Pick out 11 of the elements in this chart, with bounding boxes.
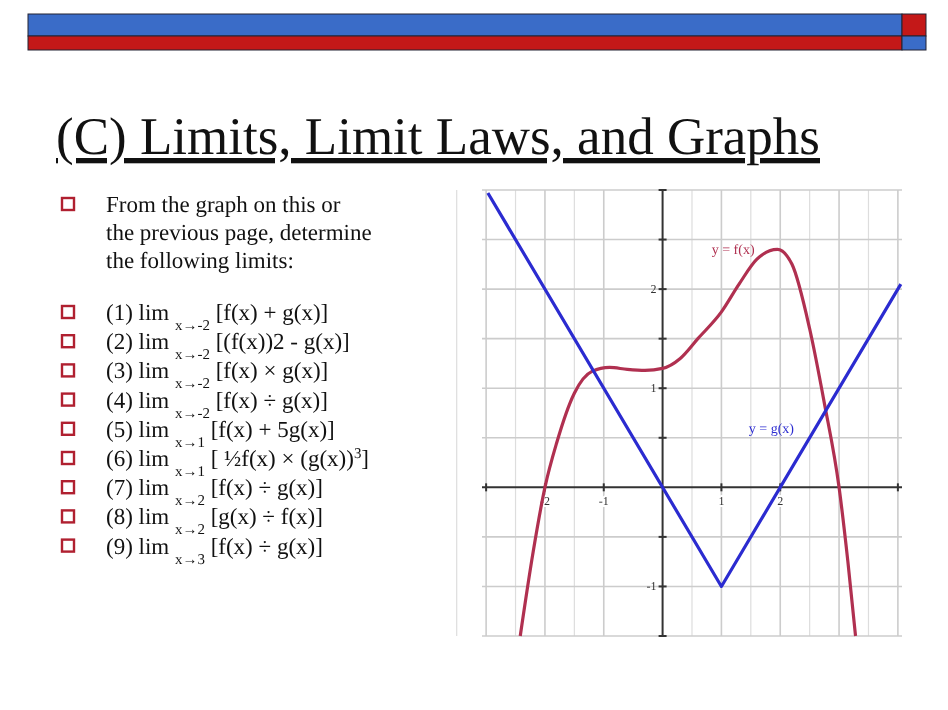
text: From the graph on this or the previous page, determine the following limits: bbox=[106, 194, 372, 274]
text: (3) lim $_{x→-2}$ [f(x) × g(x)] bbox=[106, 360, 329, 392]
text: (9) lim $_{x→3}$ [f(x) ÷ g(x)] bbox=[106, 535, 323, 567]
text: (1) lim $_{x→-2}$ [f(x) + g(x)] bbox=[106, 302, 329, 333]
text: (8) lim $_{x→2}$ [g(x) ÷ f(x)] bbox=[106, 506, 323, 538]
text: (7) lim $_{x→2}$ [f(x) ÷ g(x)] bbox=[106, 477, 323, 509]
text: (5) lim $_{x→1}$ [f(x) + 5g(x)] bbox=[106, 418, 335, 450]
text: (4) lim $_{x→-2}$ [f(x) ÷ g(x)] bbox=[106, 389, 328, 421]
chart-title: (C) Limits, Limit Laws, and Graphs bbox=[56, 106, 820, 166]
text: (2) lim $_{x→-2}$ [(f(x))2 - g(x)] bbox=[106, 331, 350, 363]
line-series bbox=[518, 247, 858, 638]
